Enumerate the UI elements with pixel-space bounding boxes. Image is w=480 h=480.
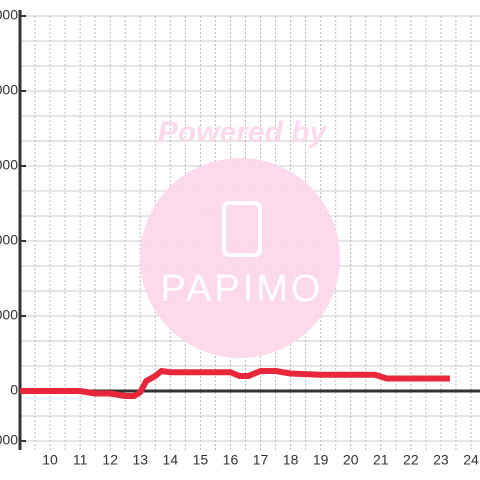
y-tick-label: 30,000 <box>0 307 18 323</box>
watermark-circle <box>140 158 340 358</box>
x-tick-label: 14 <box>163 452 179 468</box>
x-tick-label: 13 <box>132 452 148 468</box>
y-tick-label: 150,000 <box>0 7 18 23</box>
watermark-logo: PAPIMO <box>161 268 324 310</box>
x-tick-label: 17 <box>253 452 269 468</box>
x-tick-label: 11 <box>73 452 88 468</box>
y-tick-label: 60,000 <box>0 232 18 248</box>
x-tick-label: 10 <box>42 452 58 468</box>
x-tick-label: 16 <box>223 452 239 468</box>
x-tick-label: 24 <box>463 452 479 468</box>
x-tick-label: 15 <box>193 452 209 468</box>
watermark: Powered by PAPIMO <box>140 116 340 358</box>
x-tick-label: 22 <box>403 452 419 468</box>
x-tick-label: 21 <box>373 452 389 468</box>
line-series <box>20 368 450 399</box>
y-tick-label: 0 <box>10 382 18 398</box>
y-tick-label: 90,000 <box>0 157 18 173</box>
y-tick-label: -20,000 <box>0 432 18 448</box>
x-tick-label: 23 <box>433 452 449 468</box>
watermark-icon <box>222 201 262 257</box>
x-tick-label: 18 <box>283 452 299 468</box>
x-tick-label: 20 <box>343 452 359 468</box>
x-tick-label: 19 <box>313 452 329 468</box>
x-tick-label: 12 <box>102 452 118 468</box>
watermark-text: Powered by <box>158 116 328 149</box>
y-tick-label: 120,000 <box>0 82 18 98</box>
